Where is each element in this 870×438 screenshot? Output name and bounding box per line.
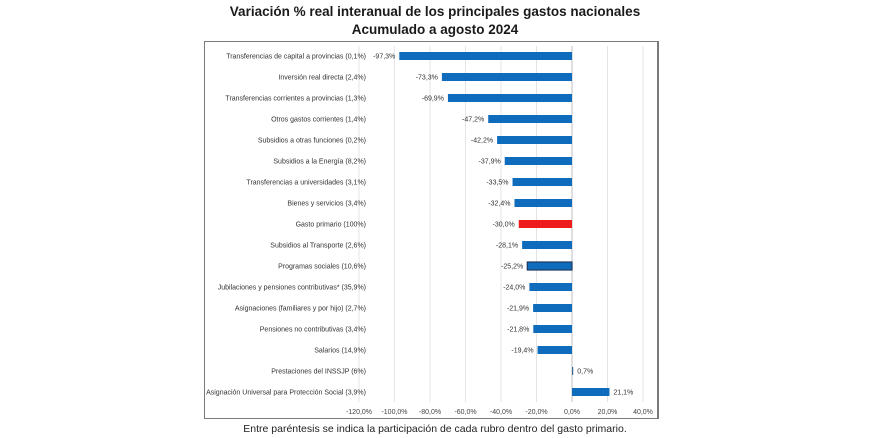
category-labels: Transferencias de capital a provincias (… (206, 54, 366, 397)
x-tick-label: -60,0% (454, 409, 476, 416)
category-label: Programas sociales (10,6%) (278, 264, 366, 271)
category-label: Subsidios al Transporte (2,6%) (270, 243, 366, 250)
x-tick-label: -100,0% (381, 409, 407, 416)
bar (399, 52, 572, 60)
category-label: Salarios (14,9%) (314, 348, 366, 355)
value-label: -97,3% (373, 54, 395, 61)
footnote: Entre paréntesis se indica la participac… (243, 423, 627, 435)
bar (526, 261, 573, 271)
category-label: Transferencias a universidades (3,1%) (246, 180, 366, 187)
value-label: 0,7% (577, 369, 593, 376)
value-label: -21,9% (507, 306, 529, 313)
value-label: -24,0% (503, 285, 525, 292)
bar (533, 325, 572, 333)
category-label: Inversión real directa (2,4%) (278, 75, 366, 82)
bar (504, 157, 572, 165)
category-label: Transferencias de capital a provincias (… (226, 54, 366, 61)
value-label: -19,4% (511, 348, 533, 355)
chart-frame (204, 41, 659, 419)
bar (533, 304, 572, 312)
category-label: Gasto primario (100%) (296, 222, 366, 229)
category-label: Subsidios a otras funciones (0,2%) (258, 138, 366, 145)
x-tick-label: -120,0% (346, 409, 372, 416)
category-label: Otros gastos corrientes (1,4%) (271, 117, 366, 124)
x-tick-label: -20,0% (525, 409, 547, 416)
category-label: Subsidios a la Energía (8,2%) (273, 159, 366, 166)
bar (512, 178, 572, 186)
value-label: 21,1% (613, 390, 633, 397)
value-label: -30,0% (493, 222, 515, 229)
bar (522, 241, 572, 249)
value-label: -69,9% (422, 96, 444, 103)
value-label: -28,1% (496, 243, 518, 250)
bar (441, 73, 572, 81)
value-labels: -97,3% -73,3% -69,9% -47,2% -42,2% -37,9% -33,… (373, 54, 633, 397)
x-tick-label: -80,0% (419, 409, 441, 416)
bar (447, 94, 572, 102)
category-label: Transferencias corrientes a provincias (… (225, 96, 366, 103)
value-label: -21,8% (507, 327, 529, 334)
category-label: Jubilaciones y pensiones contributivas* … (218, 285, 366, 292)
value-label: -73,3% (416, 75, 438, 82)
category-label: Prestaciones del INSSJP (6%) (271, 369, 366, 376)
x-tick-label: 0,0% (564, 409, 580, 416)
x-tick-label: 20,0% (598, 409, 618, 416)
chart-title: Variación % real interanual de los princ… (229, 4, 641, 19)
bar (529, 283, 572, 291)
bar (572, 388, 610, 396)
x-tick-label: 40,0% (633, 409, 653, 416)
bar (514, 199, 572, 207)
bar (537, 346, 572, 354)
x-axis-tick-labels: -120,0% -100,0% -80,0% -60,0% -40,0% -20,0% 0,… (346, 409, 653, 416)
value-label: -33,5% (486, 180, 508, 187)
chart-subtitle: Acumulado a agosto 2024 (351, 22, 519, 37)
bar (497, 136, 572, 144)
category-label: Asignaciones (familiares y por hijo) (2,… (235, 306, 366, 313)
value-label: -47,2% (462, 117, 484, 124)
value-label: -37,9% (479, 159, 501, 166)
category-label: Pensiones no contributivas (3,4%) (260, 327, 366, 334)
value-label: -25,2% (501, 264, 523, 271)
bars (399, 52, 610, 396)
value-label: -42,2% (471, 138, 493, 145)
value-label: -32,4% (488, 201, 510, 208)
x-tick-label: -40,0% (490, 409, 512, 416)
category-label: Asignación Universal para Protección Soc… (206, 390, 366, 397)
category-label: Bienes y servicios (3,4%) (287, 201, 366, 208)
bar (518, 220, 572, 228)
bar (572, 367, 574, 375)
bar (488, 115, 572, 123)
